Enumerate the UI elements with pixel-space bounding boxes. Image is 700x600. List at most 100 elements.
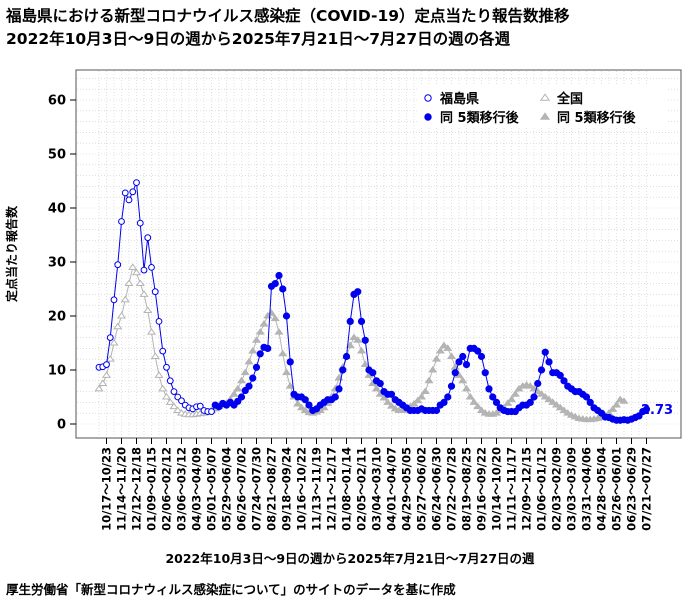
last-value-label: 2.73: [641, 403, 673, 418]
national-point: [383, 398, 393, 405]
fukushima-point: [256, 350, 264, 358]
fukushima-point: [361, 336, 369, 344]
fukushima-point: [346, 317, 354, 325]
fukushima-point: [534, 379, 542, 388]
fukushima-point: [144, 234, 152, 242]
fukushima-point: [556, 371, 564, 379]
national-point: [473, 402, 483, 410]
fukushima-point: [526, 398, 534, 406]
x-tick-label: 07/21～07/27: [640, 447, 654, 531]
fukushima-point: [447, 382, 456, 390]
fukushima-point: [376, 379, 384, 388]
x-tick-label: 01/06～01/12: [535, 447, 549, 531]
fukushima-point: [582, 393, 591, 401]
national-point: [551, 400, 562, 408]
fukushima-point: [151, 288, 159, 296]
x-tick-label: 06/23～06/29: [625, 447, 639, 531]
y-tick-label: 20: [48, 310, 66, 325]
national-point: [360, 360, 370, 368]
x-tick-label: 09/16～09/22: [475, 447, 489, 531]
national-point: [139, 290, 149, 297]
fukushima-point: [155, 318, 163, 325]
national-point: [611, 400, 622, 408]
fukushima-point: [264, 344, 272, 352]
national-point: [270, 314, 280, 322]
national-point: [146, 328, 157, 335]
fukushima-point: [369, 369, 377, 377]
national-point: [563, 409, 573, 416]
fukushima-point: [103, 361, 110, 369]
legend-background: [418, 86, 668, 128]
national-point: [229, 390, 239, 397]
y-tick-label: 10: [48, 364, 66, 379]
legend-item: 同 5類移行後: [539, 110, 637, 126]
x-tick-label: 03/31～04/06: [580, 447, 594, 531]
x-tick-label: 08/21～08/27: [265, 447, 279, 531]
national-point: [555, 403, 565, 411]
fukushima-point: [432, 406, 441, 415]
national-point: [248, 346, 258, 354]
legend-marker: [424, 94, 432, 102]
national-point: [266, 309, 277, 316]
fukushima-point: [474, 347, 482, 355]
national-point: [98, 379, 108, 386]
national-point: [131, 268, 142, 276]
fukushima-point: [305, 401, 313, 409]
fukushima-point: [462, 361, 471, 369]
national-point: [608, 405, 618, 412]
national-point: [285, 382, 295, 389]
x-tick-label: 02/05～02/11: [355, 447, 369, 531]
fukushima-point: [118, 218, 125, 225]
x-tick-label: 04/29～05/05: [400, 447, 414, 531]
national-point: [240, 368, 250, 376]
national-point: [439, 341, 449, 349]
fukushima-point: [208, 408, 215, 415]
national-point: [251, 336, 262, 343]
national-point: [619, 397, 629, 404]
fukushima-point: [133, 179, 140, 187]
x-tick-label: 09/18～09/24: [280, 447, 294, 531]
x-tick-label: 10/14～10/20: [490, 447, 504, 531]
x-tick-label: 06/26～07/02: [235, 447, 249, 531]
legend-label: 福島県: [439, 91, 479, 107]
national-point: [169, 402, 179, 410]
national-point: [109, 338, 119, 346]
x-tick-label: 12/11～12/17: [325, 447, 339, 531]
national-point: [544, 395, 554, 403]
legend-label: 同 5類移行後: [440, 110, 520, 126]
national-point: [413, 396, 423, 404]
national-point: [128, 263, 138, 270]
x-tick-label: 04/28～05/04: [595, 447, 609, 531]
x-axis: 10/17～10/23 11/14～11/20 12/12～12/18 01/09～0…: [100, 438, 654, 531]
national-point: [143, 306, 153, 314]
x-tick-label: 11/14～11/20: [115, 447, 129, 531]
legend-item: 全国: [539, 91, 583, 107]
x-tick-label: 07/22～07/28: [445, 447, 459, 531]
national-point: [428, 365, 438, 373]
fukushima-point: [271, 280, 279, 288]
national-point: [525, 382, 535, 389]
fukushima-point: [136, 219, 144, 227]
national-point: [510, 390, 520, 397]
legend-item: 福島県: [424, 91, 479, 107]
x-tick-label: 02/03～02/09: [550, 447, 564, 531]
fukushima-point: [440, 398, 448, 406]
x-tick-label: 11/11～11/17: [505, 447, 519, 531]
fukushima-point: [530, 393, 538, 401]
national-point: [173, 406, 183, 413]
fukushima-point: [354, 288, 362, 296]
national-point: [255, 328, 265, 335]
national-point: [443, 344, 453, 351]
national-point: [379, 393, 389, 401]
national-point: [371, 384, 382, 392]
fukushima-point: [159, 347, 167, 355]
national-point: [386, 402, 397, 409]
national-point: [458, 376, 468, 384]
fukushima-point: [485, 385, 493, 393]
national-point: [431, 355, 442, 362]
x-tick-label: 10/17～10/23: [100, 447, 114, 531]
national-point: [506, 395, 517, 403]
fukushima-point: [282, 312, 291, 320]
y-tick-label: 40: [48, 202, 66, 217]
x-tick-label: 04/03～04/09: [190, 447, 204, 531]
